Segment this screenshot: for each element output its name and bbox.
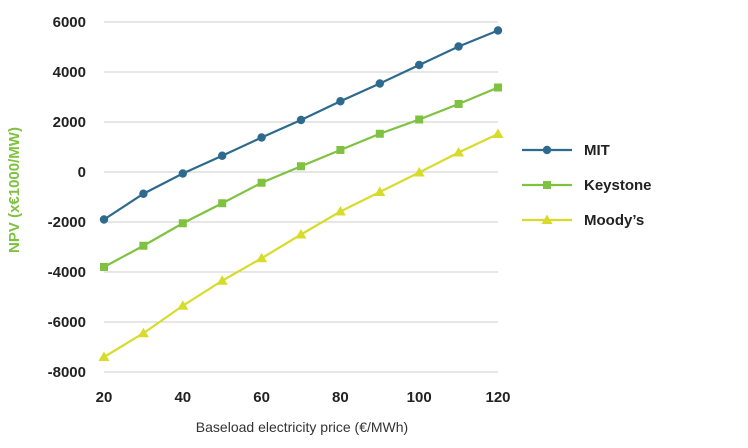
legend-marker	[543, 181, 551, 189]
data-point	[453, 147, 465, 157]
y-tick-label: -8000	[48, 364, 86, 381]
x-tick-label: 40	[174, 389, 191, 406]
data-point	[257, 178, 266, 187]
legend: MIT Keystone Moody’s	[522, 142, 652, 229]
data-point	[415, 115, 424, 124]
y-tick-label: -6000	[48, 314, 86, 331]
series-group	[98, 26, 504, 361]
data-point	[374, 186, 386, 196]
legend-item: Moody’s	[522, 212, 644, 229]
legend-marker	[542, 145, 552, 155]
data-point	[296, 115, 306, 125]
x-tick-label: 60	[253, 389, 270, 406]
data-point	[415, 60, 424, 70]
data-point	[295, 229, 307, 239]
data-point	[218, 151, 227, 160]
series-0	[99, 26, 503, 224]
data-point	[334, 206, 346, 216]
legend-marker	[541, 214, 553, 224]
x-tick-label: 80	[332, 389, 349, 406]
data-point	[139, 241, 148, 250]
data-point	[178, 169, 187, 178]
data-point	[454, 42, 463, 51]
legend-item: Keystone	[522, 177, 652, 194]
x-axis-label: Baseload electricity price (€/MWh)	[196, 419, 408, 435]
data-point	[297, 162, 305, 171]
data-point	[336, 97, 345, 106]
data-point	[336, 146, 345, 154]
legend-item: MIT	[522, 142, 610, 159]
data-point	[139, 189, 148, 198]
y-tick-label: 6000	[53, 14, 86, 31]
y-tick-label: -2000	[48, 214, 86, 231]
x-tick-label: 100	[407, 389, 432, 406]
series-2	[98, 128, 504, 361]
data-point	[257, 133, 266, 142]
data-point	[99, 215, 109, 224]
x-tick-label: 20	[96, 389, 113, 406]
legend-label: Keystone	[584, 177, 652, 194]
legend-label: MIT	[584, 142, 610, 159]
y-tick-label: -4000	[48, 264, 86, 281]
data-point	[178, 219, 187, 228]
y-tick-label: 4000	[53, 64, 86, 81]
x-tick-label: 120	[485, 389, 510, 406]
data-point	[256, 252, 268, 263]
data-point	[98, 351, 110, 361]
y-axis-ticks: 6000 4000 2000 0 -2000 -4000 -6000 -8000	[48, 14, 86, 381]
series-line	[103, 86, 499, 268]
y-axis-label: NPV (x€1000/MW)	[6, 127, 23, 253]
data-point	[492, 128, 504, 138]
data-point	[494, 83, 502, 92]
data-point	[454, 100, 463, 108]
y-tick-label: 2000	[53, 114, 86, 131]
data-point	[375, 79, 384, 88]
data-point	[177, 300, 189, 310]
data-point	[493, 26, 503, 35]
data-point	[375, 129, 384, 138]
series-1	[100, 83, 502, 271]
series-line	[103, 29, 499, 221]
y-tick-label: 0	[78, 164, 86, 181]
legend-label: Moody’s	[584, 212, 644, 229]
x-axis-ticks: 20 40 60 80 100 120	[96, 389, 511, 406]
data-point	[413, 167, 425, 177]
data-point	[137, 327, 149, 338]
data-point	[216, 275, 228, 285]
data-point	[218, 199, 227, 208]
data-point	[100, 263, 108, 271]
